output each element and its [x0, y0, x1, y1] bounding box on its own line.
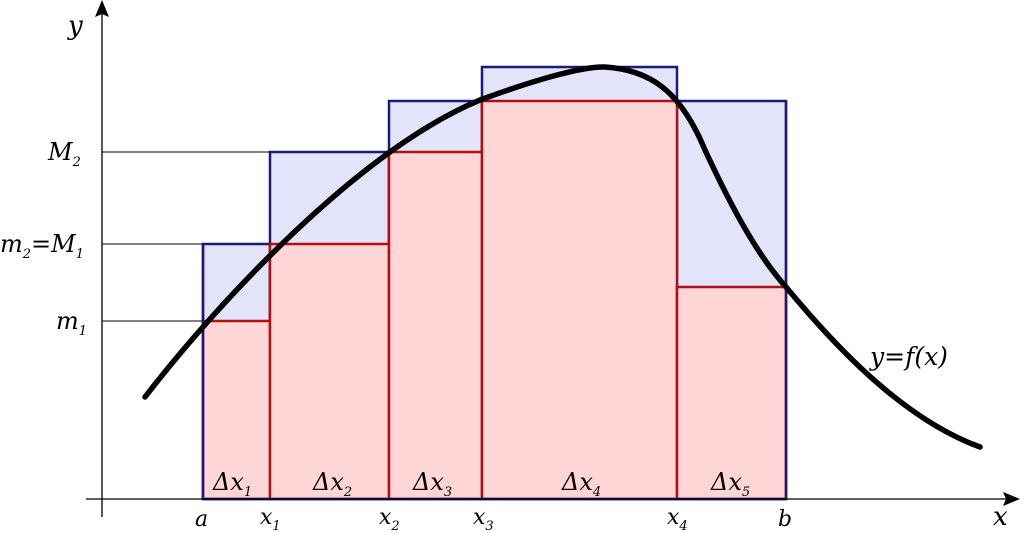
x-label-x4: x4	[667, 505, 688, 533]
interval-label-3: Δx3	[412, 468, 452, 500]
x-axis-label: x	[993, 502, 1008, 532]
lower-rect-5	[675, 285, 788, 501]
x-label-x2: x2	[379, 505, 400, 533]
y-label-M2: M2	[47, 138, 81, 170]
function-curve	[142, 64, 983, 450]
axes	[86, 12, 1008, 517]
curve-label: y=f(x)	[869, 342, 948, 371]
x-label-a: a	[195, 507, 208, 532]
lower-rect-3	[387, 150, 484, 501]
x-label-x3: x3	[473, 505, 494, 533]
lower-rect-2	[268, 242, 391, 501]
interval-label-1: Δx1	[212, 468, 252, 500]
interval-label-5: Δx5	[710, 468, 750, 500]
x-label-b: b	[778, 507, 792, 532]
interval-label-4: Δx4	[561, 468, 601, 500]
x-axis-arrowhead	[1003, 492, 1020, 506]
y-axis-arrowhead	[95, 0, 109, 17]
y-axis-label: y	[67, 11, 83, 41]
y-label-m1: m1	[56, 307, 87, 339]
lower-rect-4	[480, 99, 679, 501]
interval-label-2: Δx2	[312, 468, 352, 500]
y-label-m2-equals-M1: m2=M1	[0, 230, 84, 262]
lower-rectangles	[201, 99, 788, 501]
x-label-x1: x1	[260, 505, 281, 533]
